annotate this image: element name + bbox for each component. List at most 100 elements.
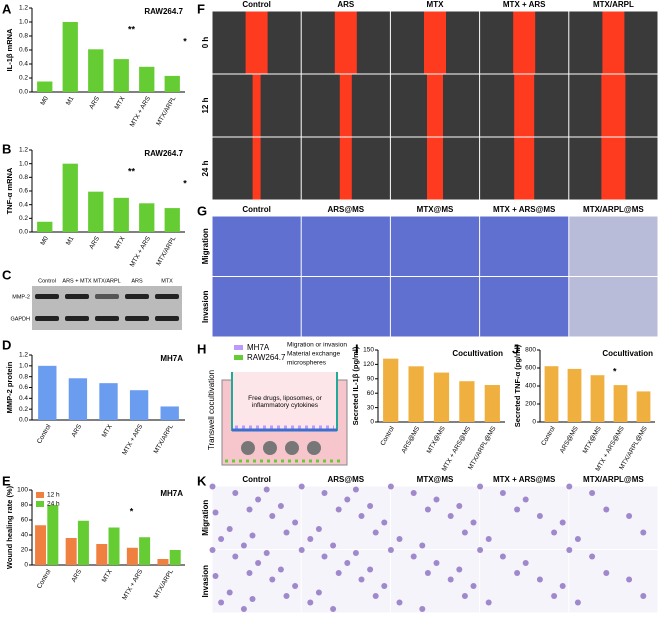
significance: **	[128, 166, 136, 176]
stain	[307, 599, 314, 606]
bar	[129, 390, 149, 420]
stain	[461, 593, 468, 599]
stain	[330, 542, 337, 549]
legend-swatch	[36, 501, 44, 507]
bar	[88, 191, 104, 232]
blot-column: MTX/ARPL	[93, 278, 121, 284]
stain	[603, 570, 610, 576]
stain	[307, 536, 314, 542]
x-tick-label: MTX	[101, 568, 114, 584]
panel-label: G	[197, 203, 207, 218]
scratch	[252, 74, 261, 137]
column-header: MTX	[427, 0, 445, 9]
annotation: MH7A	[160, 489, 183, 498]
bar	[96, 544, 108, 565]
column-header: MTX@MS	[417, 205, 454, 214]
bar	[35, 525, 47, 565]
blot-column: Control	[38, 278, 56, 284]
stain	[277, 566, 284, 573]
stain	[566, 483, 573, 490]
y-tick-label: 100	[17, 487, 28, 494]
micrograph	[212, 486, 301, 549]
micrograph	[480, 216, 569, 276]
scratch	[424, 11, 446, 74]
y-tick-label: 150	[363, 347, 374, 354]
y-tick-label: 20	[21, 547, 29, 554]
bar	[62, 22, 78, 92]
x-tick-label: MTX/ARPL	[155, 235, 178, 267]
bar	[139, 66, 155, 92]
row-label: Invasion	[201, 290, 210, 323]
stain	[321, 490, 328, 496]
stain	[522, 560, 529, 566]
scratch	[601, 137, 626, 200]
stain	[218, 599, 225, 606]
x-tick-label: MTX	[114, 95, 127, 111]
stain	[536, 576, 543, 583]
band	[95, 316, 119, 321]
panel-label: D	[2, 337, 11, 352]
stain	[424, 506, 431, 513]
y-tick-label: 0.4	[19, 61, 28, 68]
microsphere	[307, 441, 321, 455]
stain	[499, 553, 506, 560]
stain	[522, 496, 529, 503]
stain	[246, 506, 253, 513]
blot-frame	[32, 286, 182, 330]
stain	[410, 553, 417, 560]
column-header: MTX + ARS@MS	[493, 475, 556, 484]
scratch	[514, 74, 535, 137]
bar	[544, 366, 559, 422]
bar	[160, 406, 179, 420]
x-tick-label: ARS	[88, 95, 101, 111]
y-tick-label: 0.2	[19, 75, 28, 82]
legend-swatch	[234, 345, 243, 350]
stain	[218, 536, 225, 542]
legend-label: Migration or invasion	[287, 342, 347, 349]
stain	[559, 583, 566, 589]
micrograph	[390, 550, 480, 613]
y-axis-label: IL-1β mRNA	[5, 28, 14, 71]
y-tick-label: 1.0	[19, 160, 28, 167]
stain	[387, 547, 394, 553]
column-header: MTX/ARPL@MS	[583, 205, 644, 214]
x-tick-label: Control	[36, 568, 53, 590]
bar	[113, 197, 129, 232]
y-tick-label: 0.8	[19, 33, 28, 40]
panel-label: A	[2, 1, 12, 16]
stain	[536, 513, 543, 519]
blot-column: ARS	[131, 278, 143, 284]
blot-column: ARS + MTX	[62, 278, 92, 284]
x-tick-label: M0	[39, 235, 50, 247]
significance: **	[128, 24, 136, 34]
y-tick-label: 0.0	[19, 417, 28, 424]
stain	[255, 496, 262, 503]
bar	[99, 383, 118, 420]
x-tick-label: MTX + ARS	[121, 568, 144, 602]
stain	[433, 560, 440, 566]
band	[35, 316, 59, 321]
microsphere	[285, 441, 299, 455]
stain	[447, 576, 454, 583]
stain	[640, 593, 647, 599]
stain	[209, 547, 216, 553]
bar	[613, 385, 628, 422]
micrograph	[569, 486, 658, 549]
micrograph	[390, 277, 480, 337]
scratch	[601, 74, 626, 137]
stain	[321, 553, 328, 560]
scratch	[427, 74, 443, 137]
stain	[298, 547, 305, 553]
bar	[590, 375, 605, 422]
stain	[212, 509, 219, 516]
bar	[37, 221, 53, 232]
column-header: MTX/ARPL@MS	[583, 475, 644, 484]
column-header: Control	[242, 205, 270, 214]
y-tick-label: 200	[525, 401, 536, 408]
stain	[410, 490, 417, 496]
x-tick-label: ARS@MS	[559, 425, 580, 455]
y-tick-label: 1.2	[19, 5, 28, 12]
bar	[164, 75, 180, 92]
stain	[358, 576, 365, 583]
